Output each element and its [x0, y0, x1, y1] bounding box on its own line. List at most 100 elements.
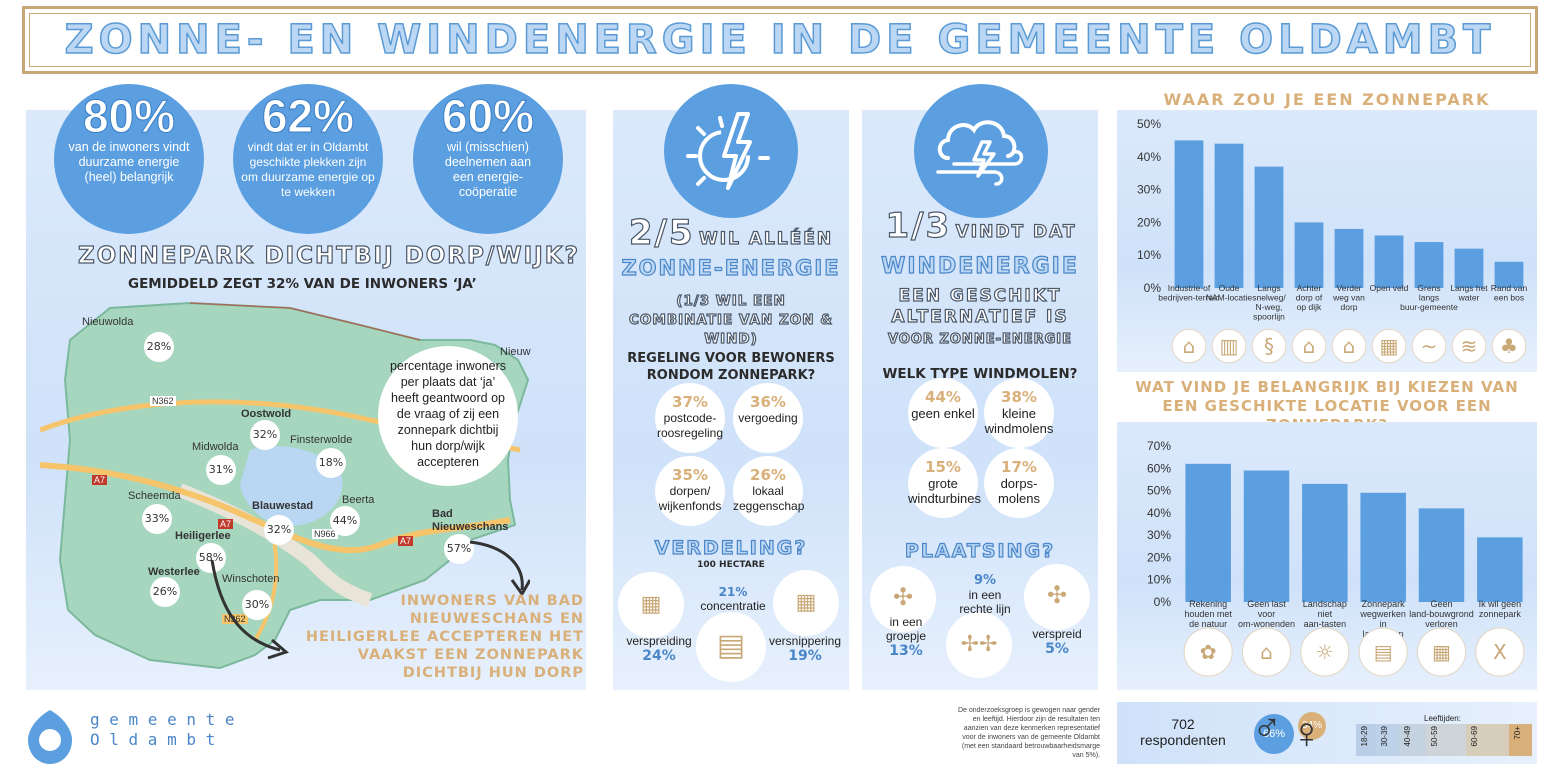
pct-nieuwolda: 28%: [144, 332, 174, 362]
y-tick-label: 20%: [1137, 215, 1161, 229]
verdeling-label: versnippering: [768, 634, 842, 648]
stat-circle-1: 80% van de inwoners vindt duurzame energ…: [54, 84, 204, 234]
solar-panels-icon: ▦: [773, 570, 839, 636]
y-tick-label: 70%: [1147, 439, 1171, 453]
border-icon-glyph: ∼: [1421, 334, 1438, 358]
bar: [1174, 140, 1204, 288]
title-frame: ZONNE- EN WINDENERGIE IN DE GEMEENTE OLD…: [22, 6, 1538, 74]
town-label: Finsterwolde: [290, 434, 353, 446]
solar-panel-icon: ▤: [696, 612, 766, 682]
x-tick-label: Rekening houden met de natuur: [1184, 599, 1232, 629]
y-tick-label: 20%: [1147, 550, 1171, 564]
oldambt-logo-icon: [28, 710, 72, 764]
sun-headline: 2/5 WIL ALLÉÉN: [620, 212, 842, 253]
border-icon: [1411, 328, 1447, 364]
farmland-icon: [1417, 627, 1466, 677]
male-icon: ♂: [1252, 706, 1282, 750]
windmolen-pct: 15%: [925, 458, 961, 476]
stat-text: van de inwoners vindt duurzame energie (…: [68, 140, 190, 184]
house-icon: [1242, 627, 1291, 677]
sun-line2: ZONNE-ENERGIE: [621, 255, 841, 280]
plaatsing-label: in een groepje: [885, 615, 927, 643]
regeling-item: 35% dorpen/ wijkenfonds: [655, 456, 725, 526]
town-label: Nieuwolda: [82, 316, 134, 328]
y-tick-label: 40%: [1137, 150, 1161, 164]
plaatsing-verspreid: verspreid 5%: [1026, 627, 1088, 657]
x-tick-label: Grens langs buur-gemeente: [1400, 283, 1458, 312]
age-segment: 60-69: [1465, 724, 1509, 756]
industry-icon: [1211, 328, 1247, 364]
map-callout: INWONERS VAN BAD NIEUWESCHANS EN HEILIGE…: [305, 593, 584, 681]
windmill-line-icon: ✢✢: [946, 612, 1012, 678]
verdeling-versnippering: versnippering 19%: [763, 634, 847, 664]
y-tick-label: 10%: [1147, 573, 1171, 587]
house-icon-glyph: ⌂: [1260, 640, 1273, 664]
town-label: Scheemda: [128, 490, 181, 502]
verdeling-heading: VERDELING?: [654, 536, 808, 559]
chart2-svg: 0% 10% 20% 30% 40% 50% 60% 70% Rekening houden me…: [1147, 439, 1525, 677]
age-title: Leeftijden:: [1424, 714, 1461, 723]
wind-line1: VINDT DAT: [955, 221, 1077, 242]
stat-text: vindt dat er in Oldambt geschikte plekke…: [241, 140, 375, 199]
verdeling-pct: 24%: [642, 648, 676, 664]
plaatsing-pct: 9%: [973, 573, 997, 588]
field-icon: [1371, 328, 1407, 364]
village-icon-glyph: ⌂: [1303, 334, 1316, 358]
pct-scheemda: 33%: [142, 504, 172, 534]
y-tick-label: 60%: [1147, 461, 1171, 475]
plaatsing-heading: PLAATSING?: [904, 539, 1056, 562]
x-icon-glyph: X: [1493, 640, 1507, 664]
solar-panels-icon: ▦: [618, 572, 684, 638]
pct-oostwold: 32%: [250, 420, 280, 450]
forest-icon-glyph: ♣: [1500, 334, 1518, 358]
y-tick-label: 30%: [1147, 528, 1171, 542]
logo-line1: g e m e e n t e: [90, 710, 235, 729]
x-tick-label: Achter dorp of op dijk: [1296, 283, 1323, 312]
town-label: Nieuw: [500, 346, 531, 358]
regeling-pct: 36%: [750, 393, 786, 411]
regeling-label: dorpen/ wijkenfonds: [658, 484, 722, 513]
farmland-icon-glyph: ▦: [1432, 640, 1451, 664]
age-segment: 70+: [1508, 724, 1532, 756]
sun-lightning-icon: [664, 84, 798, 218]
pct-midwolda: 31%: [206, 455, 236, 485]
bar: [1494, 261, 1524, 288]
x-tick-label: Landschap niet aan-tasten: [1303, 599, 1347, 629]
male-pct: 66%: [1254, 714, 1294, 754]
verdeling-verspreiding: verspreiding 24%: [619, 634, 699, 664]
bar: [1302, 483, 1348, 602]
hidden-park-icon-glyph: ▤: [1374, 640, 1393, 664]
industry-icon-glyph: ▥: [1220, 334, 1239, 358]
windmolen-item: 44% geen enkel: [908, 378, 978, 448]
y-tick-label: 10%: [1137, 248, 1161, 262]
respondents-count: 702: [1171, 716, 1195, 732]
plaatsing-label: verspreid: [1032, 627, 1082, 641]
nature-hands-icon-glyph: ✿: [1200, 640, 1217, 664]
houses-icon-glyph: ⌂: [1343, 334, 1356, 358]
factory-icon-glyph: ⌂: [1183, 334, 1196, 358]
regeling-item: 36% vergoeding: [733, 383, 803, 453]
plaatsing-pct: 5%: [1045, 641, 1069, 657]
stat-circle-3: 60% wil (misschien) deelnemen aan een en…: [413, 84, 563, 234]
hidden-park-icon: [1358, 627, 1408, 677]
road-label: N362: [150, 396, 176, 406]
map-note: percentage inwoners per plaats dat ‘ja’ …: [378, 346, 518, 486]
regeling-heading: REGELING VOOR BEWONERS RONDOM ZONNEPARK?: [627, 351, 835, 383]
sun-line1: WIL ALLÉÉN: [698, 228, 834, 249]
x-tick-label: Oude NAM-locatie: [1206, 283, 1253, 303]
regeling-label: vergoeding: [738, 411, 798, 425]
age-segment: 40-49: [1399, 724, 1427, 756]
windmolen-label: kleine windmolens: [984, 406, 1054, 436]
stat-value: 60%: [441, 90, 535, 142]
x-icon: [1475, 627, 1525, 677]
respondents-block: 702 respondenten: [1138, 716, 1228, 748]
stat-value: 80%: [82, 90, 176, 142]
x-tick-label: Langs het water: [1450, 283, 1488, 303]
regeling-item: 26% lokaal zeggenschap: [733, 456, 804, 526]
y-tick-label: 0%: [1144, 281, 1162, 295]
bar: [1477, 537, 1523, 602]
bar: [1243, 470, 1290, 602]
windmolen-pct: 17%: [1001, 458, 1037, 476]
town-label: Midwolda: [192, 441, 239, 453]
bar: [1454, 248, 1484, 288]
